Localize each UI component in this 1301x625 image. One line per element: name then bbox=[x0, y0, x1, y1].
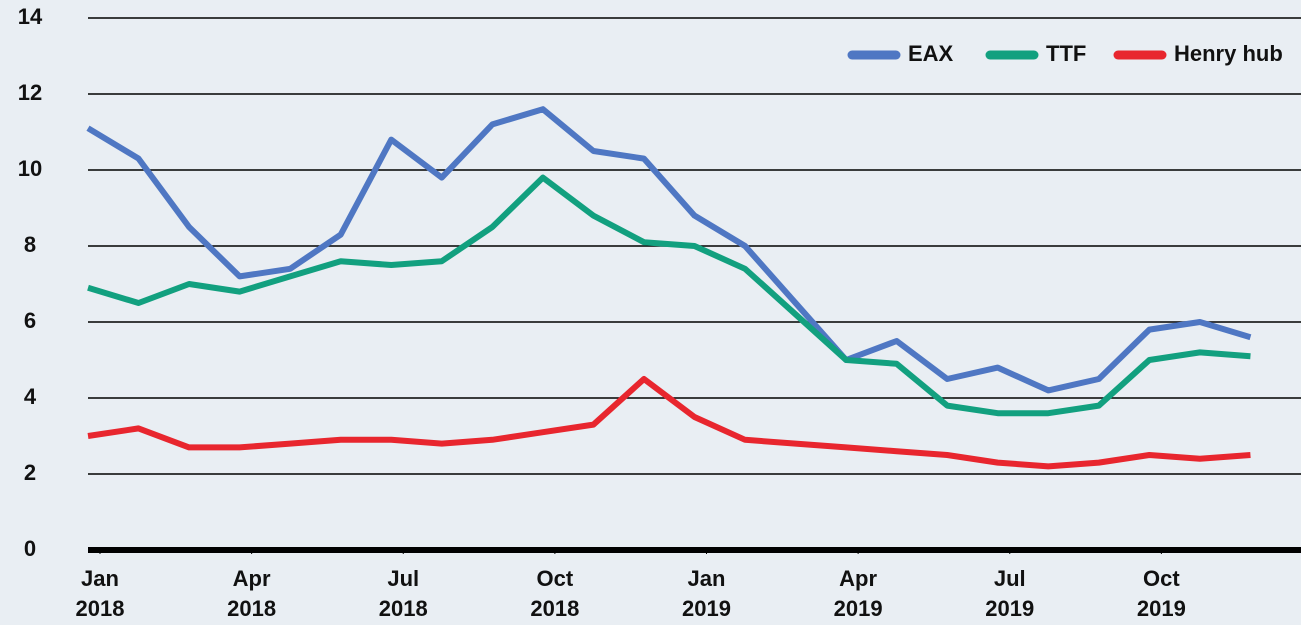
x-tick-label: Oct 2019 bbox=[1137, 566, 1186, 621]
x-tick-label: Jul 2019 bbox=[985, 566, 1034, 621]
y-tick-label: 14 bbox=[18, 4, 43, 29]
legend-label: Henry hub bbox=[1174, 41, 1283, 66]
y-tick-label: 4 bbox=[24, 384, 37, 409]
series-line bbox=[87, 174, 1251, 417]
series-line bbox=[86, 106, 1252, 394]
x-tick-label: Apr 2019 bbox=[834, 566, 883, 621]
x-tick-label: Jan 2018 bbox=[76, 566, 125, 621]
series-line bbox=[87, 376, 1251, 470]
y-tick-label: 8 bbox=[24, 232, 36, 257]
y-tick-label: 10 bbox=[18, 156, 42, 181]
x-tick-label: Oct 2018 bbox=[530, 566, 579, 621]
legend-label: TTF bbox=[1046, 41, 1086, 66]
y-tick-label: 12 bbox=[18, 80, 42, 105]
x-tick-label: Jul 2018 bbox=[379, 566, 428, 621]
y-tick-label: 6 bbox=[24, 308, 36, 333]
y-tick-label: 2 bbox=[24, 460, 36, 485]
legend-label: EAX bbox=[908, 41, 954, 66]
y-tick-label: 0 bbox=[24, 536, 36, 561]
x-tick-label: Jan 2019 bbox=[682, 566, 731, 621]
x-tick-label: Apr 2018 bbox=[227, 566, 276, 621]
